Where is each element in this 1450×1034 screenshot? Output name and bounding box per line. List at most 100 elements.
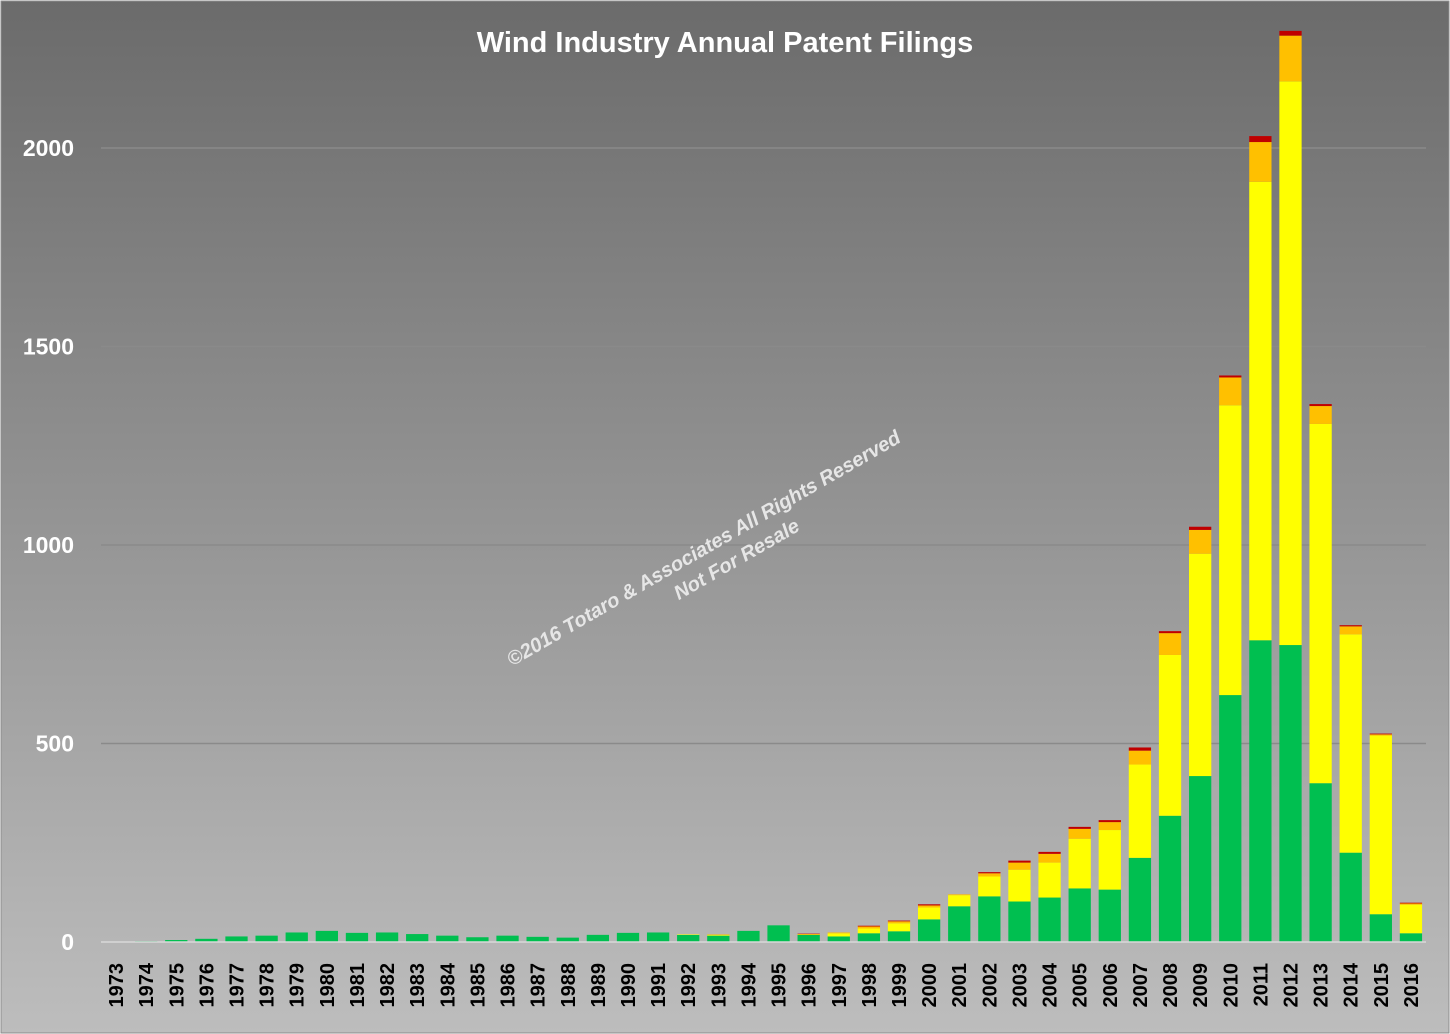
y-tick-label: 1000: [23, 532, 74, 558]
x-tick-label: 2014: [1341, 962, 1363, 1007]
x-tick-label: 1984: [437, 962, 459, 1007]
bar-segment: [1098, 822, 1121, 831]
bar-segment: [1219, 695, 1242, 942]
bar-segment: [797, 934, 820, 935]
bar-segment: [797, 934, 820, 942]
x-tick-label: 1976: [196, 963, 218, 1008]
bar-segment: [917, 907, 941, 920]
bar-segment: [1068, 888, 1091, 942]
x-tick-label: 1980: [317, 963, 339, 1008]
x-tick-label: 2007: [1130, 963, 1152, 1008]
y-tick-label: 500: [36, 731, 74, 757]
x-tick-label: 1986: [498, 963, 520, 1008]
bar-segment: [1279, 645, 1302, 942]
bar-segment: [1219, 405, 1242, 696]
bar-segment: [797, 934, 820, 935]
bar-segment: [1038, 851, 1061, 854]
bar-segment: [857, 926, 881, 929]
x-tick-label: 2005: [1070, 963, 1092, 1008]
bar-segment: [1189, 776, 1212, 942]
bar-segment: [496, 935, 519, 942]
bar-segment: [1158, 633, 1182, 655]
bar-segment: [556, 937, 579, 942]
bar-segment: [917, 919, 941, 942]
bar-segment: [1369, 914, 1392, 942]
bar-segment: [1189, 553, 1212, 777]
x-tick-label: 2012: [1280, 963, 1302, 1008]
x-tick-label: 1994: [738, 962, 760, 1007]
bar-segment: [1128, 750, 1152, 765]
bar-segment: [737, 930, 760, 942]
x-tick-label: 1998: [859, 963, 881, 1008]
bar-segment: [917, 905, 941, 908]
x-tick-label: 2006: [1100, 963, 1122, 1008]
bar-segment: [1038, 897, 1061, 942]
x-tick-label: 1990: [618, 963, 640, 1008]
bar-segment: [1309, 404, 1332, 407]
bar-segment: [887, 920, 911, 922]
x-tick-label: 1975: [166, 963, 188, 1008]
bar-segment: [978, 876, 1001, 897]
bar-segment: [1279, 81, 1302, 646]
bar-segment: [1128, 857, 1152, 942]
bar-segment: [225, 936, 248, 942]
bar-segment: [406, 934, 429, 942]
bar-segment: [1339, 626, 1362, 635]
chart-title: Wind Industry Annual Patent Filings: [477, 27, 974, 59]
bar-segment: [1339, 852, 1362, 942]
bar-segment: [707, 934, 730, 936]
bar-segment: [616, 932, 640, 942]
bar-segment: [1068, 828, 1091, 839]
bar-segment: [1309, 783, 1332, 942]
bar-segment: [1249, 181, 1272, 641]
x-tick-label: 1974: [136, 962, 158, 1007]
bar-segment: [978, 896, 1001, 942]
x-tick-label: 2013: [1311, 963, 1333, 1008]
bar-segment: [1128, 747, 1152, 751]
y-tick-label: 2000: [23, 135, 74, 161]
x-tick-label: 2002: [979, 963, 1001, 1008]
bar-segment: [1339, 625, 1362, 627]
x-tick-label: 1978: [257, 963, 279, 1008]
bar-segment: [1068, 838, 1091, 889]
bar-segment: [857, 925, 881, 927]
bar-segment: [857, 928, 881, 934]
bar-segment: [948, 894, 971, 896]
bar-segment: [1249, 640, 1272, 942]
bar-segment: [1098, 820, 1121, 823]
x-tick-label: 1993: [708, 963, 730, 1008]
bar-segment: [1189, 529, 1212, 554]
bar-segment: [195, 938, 218, 942]
y-tick-label: 1500: [23, 334, 74, 360]
bar-segment: [978, 872, 1001, 874]
x-tick-label: 1987: [528, 963, 550, 1008]
bar-segment: [1098, 889, 1121, 942]
bar-segment: [1369, 735, 1392, 915]
x-tick-label: 2015: [1371, 963, 1393, 1008]
bar-segment: [767, 925, 790, 942]
bar-segment: [1249, 136, 1272, 143]
bar-segment: [1399, 904, 1423, 934]
x-tick-label: 2009: [1190, 963, 1212, 1008]
x-tick-label: 2000: [919, 963, 941, 1008]
bar-segment: [1158, 815, 1182, 942]
bar-segment: [857, 933, 881, 942]
bar-segment: [1339, 634, 1362, 853]
bar-segment: [827, 932, 850, 934]
x-tick-label: 1989: [588, 963, 610, 1008]
bar-segment: [1369, 733, 1392, 735]
bar-segment: [887, 923, 911, 932]
x-tick-label: 1982: [377, 963, 399, 1008]
bar-segment: [1309, 423, 1332, 784]
x-tick-label: 1981: [347, 963, 369, 1008]
bar-segment: [1008, 901, 1031, 942]
x-tick-label: 1977: [227, 963, 249, 1008]
bar-segment: [978, 873, 1001, 877]
bar-segment: [1008, 869, 1031, 902]
bar-segment: [677, 934, 700, 935]
bar-segment: [1279, 35, 1302, 82]
bar-segment: [1068, 826, 1091, 829]
bar-segment: [1219, 375, 1242, 378]
bar-segment: [1098, 830, 1121, 890]
